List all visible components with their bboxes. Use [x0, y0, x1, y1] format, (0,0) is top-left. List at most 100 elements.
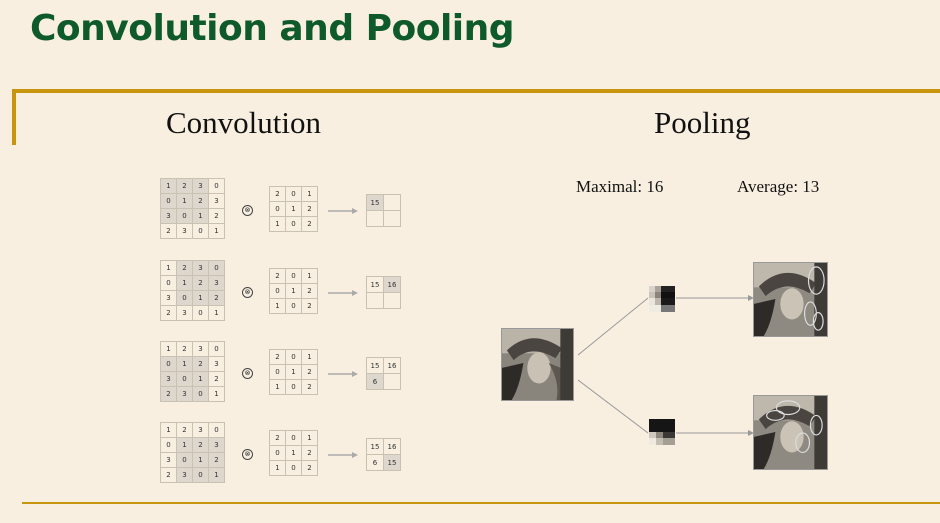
matrix-cell: 1	[192, 208, 209, 224]
output-cell	[383, 210, 401, 227]
matrix-cell: 1	[176, 193, 193, 209]
kernel-cell: 1	[285, 364, 302, 380]
output-cell	[383, 194, 401, 211]
kernel-cell: 1	[301, 430, 318, 446]
output-cell: 16	[383, 276, 401, 293]
kernel-cell: 0	[269, 364, 286, 380]
left-rule	[12, 89, 16, 145]
matrix-cell: 3	[176, 467, 193, 483]
output-cell	[383, 292, 401, 309]
matrix-cell: 3	[160, 208, 177, 224]
matrix-cell: 0	[160, 437, 177, 453]
matrix-cell: 2	[176, 178, 193, 194]
kernel-cell: 0	[269, 283, 286, 299]
top-rule	[12, 89, 940, 93]
kernel-cell: 0	[285, 349, 302, 365]
matrix-cell: 0	[192, 386, 209, 402]
matrix-cell: 2	[208, 452, 225, 468]
kernel-cell: 2	[301, 460, 318, 476]
matrix-cell: 2	[176, 260, 193, 276]
matrix-cell: 0	[192, 467, 209, 483]
kernel-cell: 2	[301, 283, 318, 299]
slide-title: Convolution and Pooling	[30, 8, 515, 49]
matrix-cell: 0	[192, 305, 209, 321]
source-photo	[501, 328, 574, 401]
kernel-cell: 0	[285, 268, 302, 284]
matrix-cell: 1	[160, 422, 177, 438]
matrix-cell: 0	[192, 223, 209, 239]
matrix-cell: 1	[160, 178, 177, 194]
kernel-cell: 2	[301, 364, 318, 380]
matrix-cell: 3	[160, 452, 177, 468]
matrix-cell: 3	[208, 193, 225, 209]
matrix-cell: 1	[160, 341, 177, 357]
convolve-operator: ⊗	[242, 368, 253, 379]
matrix-cell: 3	[176, 386, 193, 402]
matrix-cell: 0	[176, 290, 193, 306]
matrix-cell: 0	[160, 275, 177, 291]
convolve-operator: ⊗	[242, 287, 253, 298]
result-arrow	[328, 371, 358, 377]
matrix-cell: 0	[176, 208, 193, 224]
kernel-cell: 0	[285, 460, 302, 476]
matrix-cell: 0	[160, 356, 177, 372]
output-cell	[366, 292, 384, 309]
max-pooled-photo	[753, 262, 828, 337]
output-cell: 15	[383, 454, 401, 471]
avg-pooled-photo	[753, 395, 828, 470]
kernel-cell: 1	[285, 283, 302, 299]
output-matrix: 15	[366, 194, 401, 227]
kernel-cell: 0	[269, 445, 286, 461]
kernel-cell: 1	[301, 186, 318, 202]
max-pool-patch	[649, 286, 675, 312]
matrix-cell: 2	[208, 208, 225, 224]
kernel-cell: 1	[301, 268, 318, 284]
matrix-cell: 3	[160, 290, 177, 306]
output-cell: 16	[383, 357, 401, 374]
matrix-cell: 2	[176, 341, 193, 357]
matrix-cell: 1	[192, 371, 209, 387]
kernel-cell: 2	[301, 445, 318, 461]
kernel-cell: 2	[269, 349, 286, 365]
kernel-cell: 2	[269, 268, 286, 284]
convolve-operator: ⊗	[242, 205, 253, 216]
kernel-cell: 0	[269, 201, 286, 217]
avg-pool-patch	[649, 419, 675, 445]
matrix-cell: 2	[192, 356, 209, 372]
matrix-cell: 3	[192, 260, 209, 276]
matrix-cell: 3	[192, 341, 209, 357]
output-cell: 15	[366, 357, 384, 374]
matrix-cell: 0	[208, 178, 225, 194]
kernel-cell: 0	[285, 430, 302, 446]
matrix-cell: 1	[208, 223, 225, 239]
output-cell: 6	[366, 454, 384, 471]
kernel-cell: 1	[269, 298, 286, 314]
kernel-cell: 0	[285, 379, 302, 395]
kernel-cell: 0	[285, 216, 302, 232]
matrix-cell: 2	[160, 223, 177, 239]
matrix-cell: 2	[192, 275, 209, 291]
matrix-cell: 2	[160, 386, 177, 402]
output-cell: 16	[383, 438, 401, 455]
matrix-cell: 3	[176, 305, 193, 321]
matrix-cell: 0	[176, 452, 193, 468]
kernel-cell: 2	[301, 201, 318, 217]
kernel-cell: 0	[285, 186, 302, 202]
convolution-heading: Convolution	[166, 105, 322, 140]
bottom-rule	[22, 502, 940, 504]
matrix-cell: 1	[192, 452, 209, 468]
matrix-cell: 3	[208, 356, 225, 372]
matrix-cell: 1	[176, 275, 193, 291]
matrix-cell: 1	[160, 260, 177, 276]
maximal-label: Maximal: 16	[576, 177, 664, 196]
output-matrix: 15 16 6	[366, 357, 401, 390]
kernel-cell: 1	[269, 379, 286, 395]
kernel-cell: 1	[269, 460, 286, 476]
matrix-cell: 0	[208, 422, 225, 438]
kernel-cell: 1	[285, 201, 302, 217]
